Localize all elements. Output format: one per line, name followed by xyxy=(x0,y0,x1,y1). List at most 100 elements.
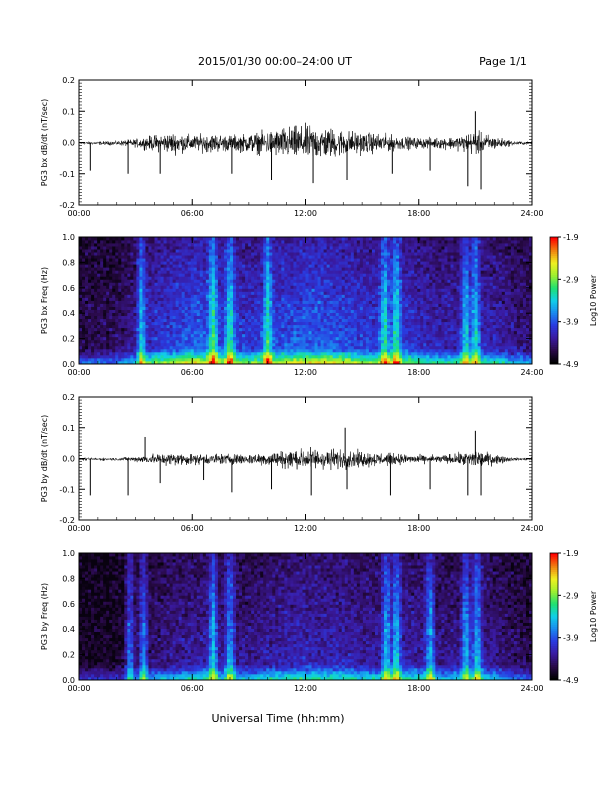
spectrogram-cell xyxy=(387,337,390,340)
spectrogram-cell xyxy=(342,291,345,294)
spectrogram-cell xyxy=(188,285,191,288)
spectrogram-cell xyxy=(360,325,363,328)
spectrogram-cell xyxy=(139,340,142,343)
spectrogram-cell xyxy=(330,294,333,297)
spectrogram-cell xyxy=(124,297,127,300)
spectrogram-cell xyxy=(239,349,242,352)
spectrogram-cell xyxy=(109,319,112,322)
spectrogram-cell xyxy=(363,288,366,291)
spectrogram-cell xyxy=(248,255,251,258)
spectrogram-cell xyxy=(378,294,381,297)
spectrogram-cell xyxy=(272,243,275,246)
spectrogram-cell xyxy=(345,334,348,337)
spectrogram-cell xyxy=(221,264,224,267)
spectrogram-cell xyxy=(257,297,260,300)
spectrogram-cell xyxy=(254,313,257,316)
spectrogram-cell xyxy=(170,246,173,249)
spectrogram-cell xyxy=(299,297,302,300)
spectrogram-cell xyxy=(378,313,381,316)
spectrogram-cell xyxy=(296,237,299,240)
spectrogram-cell xyxy=(182,273,185,276)
spectrogram-cell xyxy=(384,334,387,337)
spectrogram-cell xyxy=(339,243,342,246)
spectrogram-cell xyxy=(260,285,263,288)
spectrogram-cell xyxy=(354,337,357,340)
spectrogram-cell xyxy=(121,282,124,285)
spectrogram-cell xyxy=(342,340,345,343)
spectrogram-cell xyxy=(302,261,305,264)
spectrogram-cell xyxy=(414,343,417,346)
spectrogram-cell xyxy=(185,340,188,343)
spectrogram-cell xyxy=(402,291,405,294)
spectrogram-cell xyxy=(245,291,248,294)
spectrogram-cell xyxy=(269,270,272,273)
spectrogram-cell xyxy=(369,313,372,316)
spectrogram-cell xyxy=(269,313,272,316)
spectrogram-cell xyxy=(299,288,302,291)
spectrogram-cell xyxy=(227,246,230,249)
spectrogram-cell xyxy=(417,255,420,258)
x-axis-label: Universal Time (hh:mm) xyxy=(212,712,345,725)
spectrogram-cell xyxy=(239,246,242,249)
spectrogram-cell xyxy=(266,343,269,346)
spectrogram-cell xyxy=(227,304,230,307)
spectrogram-cell xyxy=(139,358,142,361)
spectrogram-cell xyxy=(339,325,342,328)
spectrogram-cell xyxy=(293,243,296,246)
spectrogram-cell xyxy=(161,297,164,300)
spectrogram-cell xyxy=(299,334,302,337)
spectrogram-cell xyxy=(145,249,148,252)
spectrogram-cell xyxy=(378,285,381,288)
spectrogram-cell xyxy=(296,273,299,276)
spectrogram-cell xyxy=(378,355,381,358)
spectrogram-cell xyxy=(139,255,142,258)
spectrogram-cell xyxy=(381,334,384,337)
spectrogram-cell xyxy=(103,313,106,316)
spectrogram-cell xyxy=(284,343,287,346)
spectrogram-cell xyxy=(88,243,91,246)
spectrogram-cell xyxy=(402,316,405,319)
spectrogram-cell xyxy=(345,304,348,307)
spectrogram-cell xyxy=(390,304,393,307)
spectrogram-cell xyxy=(306,264,309,267)
spectrogram-cell xyxy=(257,288,260,291)
spectrogram-cell xyxy=(345,349,348,352)
spectrogram-cell xyxy=(278,304,281,307)
spectrogram-cell xyxy=(148,337,151,340)
spectrogram-cell xyxy=(321,331,324,334)
spectrogram-cell xyxy=(188,252,191,255)
spectrogram-cell xyxy=(287,297,290,300)
spectrogram-cell xyxy=(133,276,136,279)
spectrogram-cell xyxy=(176,319,179,322)
spectrogram-cell xyxy=(330,288,333,291)
spectrogram-cell xyxy=(393,349,396,352)
spectrogram-cell xyxy=(381,276,384,279)
spectrogram-cell xyxy=(405,331,408,334)
spectrogram-cell xyxy=(272,249,275,252)
spectrogram-cell xyxy=(148,258,151,261)
spectrogram-cell xyxy=(278,316,281,319)
spectrogram-cell xyxy=(94,243,97,246)
spectrogram-cell xyxy=(423,285,426,288)
spectrogram-cell xyxy=(290,322,293,325)
spectrogram-cell xyxy=(155,273,158,276)
spectrogram-cell xyxy=(142,270,145,273)
spectrogram-cell xyxy=(396,343,399,346)
spectrogram-cell xyxy=(302,267,305,270)
spectrogram-cell xyxy=(97,240,100,243)
spectrogram-cell xyxy=(176,291,179,294)
spectrogram-cell xyxy=(333,322,336,325)
spectrogram-cell xyxy=(254,240,257,243)
spectrogram-cell xyxy=(366,319,369,322)
spectrogram-cell xyxy=(342,313,345,316)
spectrogram-cell xyxy=(324,246,327,249)
spectrogram-cell xyxy=(393,243,396,246)
spectrogram-cell xyxy=(151,307,154,310)
spectrogram-cell xyxy=(97,322,100,325)
spectrogram-cell xyxy=(224,291,227,294)
spectrogram-cell xyxy=(194,255,197,258)
spectrogram-cell xyxy=(215,267,218,270)
spectrogram-cell xyxy=(164,334,167,337)
spectrogram-cell xyxy=(414,331,417,334)
spectrogram-cell xyxy=(384,310,387,313)
